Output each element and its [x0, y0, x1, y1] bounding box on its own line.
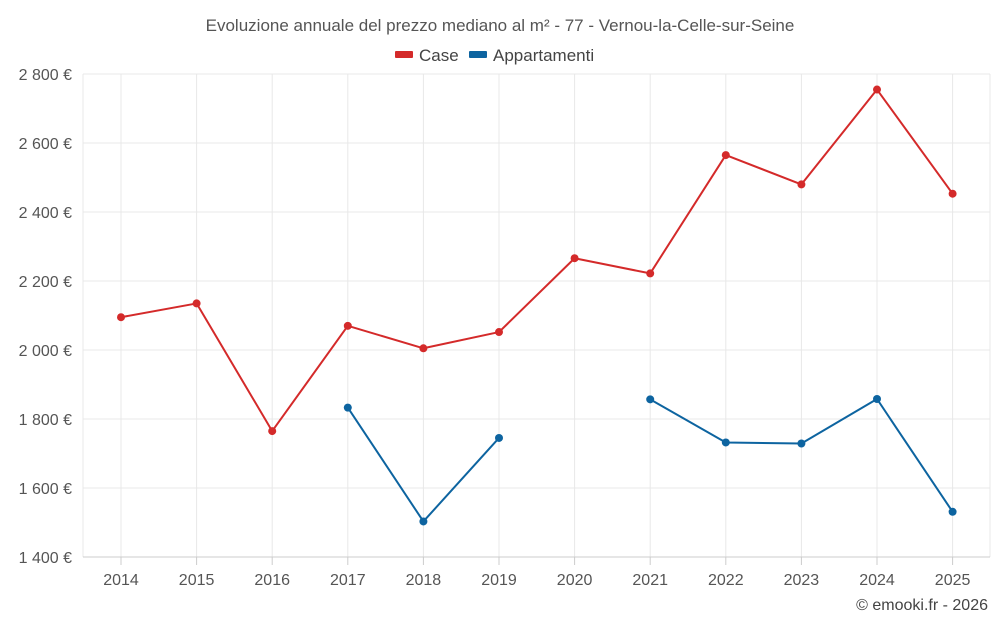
y-tick-label: 2 600 €: [19, 136, 72, 153]
legend: Case Appartamenti: [395, 46, 594, 65]
data-point[interactable]: [646, 395, 655, 404]
data-point[interactable]: [343, 321, 352, 330]
data-point[interactable]: [948, 507, 957, 516]
legend-swatch: [395, 51, 413, 58]
x-tick-label: 2014: [103, 572, 139, 589]
data-point[interactable]: [797, 439, 806, 448]
y-tick-label: 1 600 €: [19, 481, 72, 498]
x-tick-label: 2025: [935, 572, 971, 589]
x-tick-label: 2024: [859, 572, 895, 589]
x-tick-label: 2021: [632, 572, 668, 589]
data-point[interactable]: [117, 313, 125, 322]
y-tick-label: 2 400 €: [19, 205, 72, 222]
data-point[interactable]: [797, 180, 806, 189]
x-axis-tick-labels: 2014 2015 2016 2017 2018 2019 2020 2021 2022 2023…: [103, 557, 970, 589]
data-point[interactable]: [721, 151, 730, 160]
legend-item-case[interactable]: Case: [395, 46, 459, 65]
series-appartamenti: [343, 394, 957, 526]
x-tick-label: 2023: [784, 572, 820, 589]
data-point[interactable]: [419, 344, 428, 353]
series-group: [117, 85, 957, 526]
vertical-gridlines: [82, 74, 991, 557]
data-point[interactable]: [721, 438, 730, 447]
legend-label: Case: [419, 46, 459, 65]
data-point[interactable]: [873, 394, 881, 403]
series-case: [117, 85, 957, 436]
horizontal-gridlines: [83, 73, 990, 558]
credit-text: © emooki.fr - 2026: [856, 597, 988, 614]
y-tick-label: 1 800 €: [19, 412, 72, 429]
y-tick-label: 1 400 €: [19, 550, 72, 567]
y-tick-label: 2 000 €: [19, 343, 72, 360]
data-point[interactable]: [419, 517, 428, 526]
data-point[interactable]: [873, 85, 881, 94]
data-point[interactable]: [268, 427, 277, 436]
data-point[interactable]: [570, 254, 579, 263]
data-point[interactable]: [948, 189, 957, 198]
data-point[interactable]: [192, 299, 201, 308]
legend-swatch: [469, 51, 487, 58]
chart-title: Evoluzione annuale del prezzo mediano al…: [206, 16, 795, 35]
series-line: [120, 88, 954, 433]
x-tick-label: 2019: [481, 572, 517, 589]
y-tick-label: 2 800 €: [19, 67, 72, 84]
x-tick-label: 2020: [557, 572, 593, 589]
data-point[interactable]: [495, 433, 503, 442]
y-axis-tick-labels: 1 400 € 1 600 € 1 800 € 2 000 € 2 200 € 2 400…: [19, 67, 72, 567]
data-point[interactable]: [343, 403, 352, 412]
x-tick-label: 2015: [179, 572, 215, 589]
x-tick-label: 2016: [254, 572, 290, 589]
x-tick-label: 2022: [708, 572, 744, 589]
legend-label: Appartamenti: [493, 46, 594, 65]
x-tick-label: 2017: [330, 572, 366, 589]
data-point[interactable]: [495, 328, 503, 337]
y-tick-label: 2 200 €: [19, 274, 72, 291]
legend-item-appartamenti[interactable]: Appartamenti: [469, 46, 594, 65]
x-tick-label: 2018: [406, 572, 442, 589]
data-point[interactable]: [646, 269, 655, 278]
